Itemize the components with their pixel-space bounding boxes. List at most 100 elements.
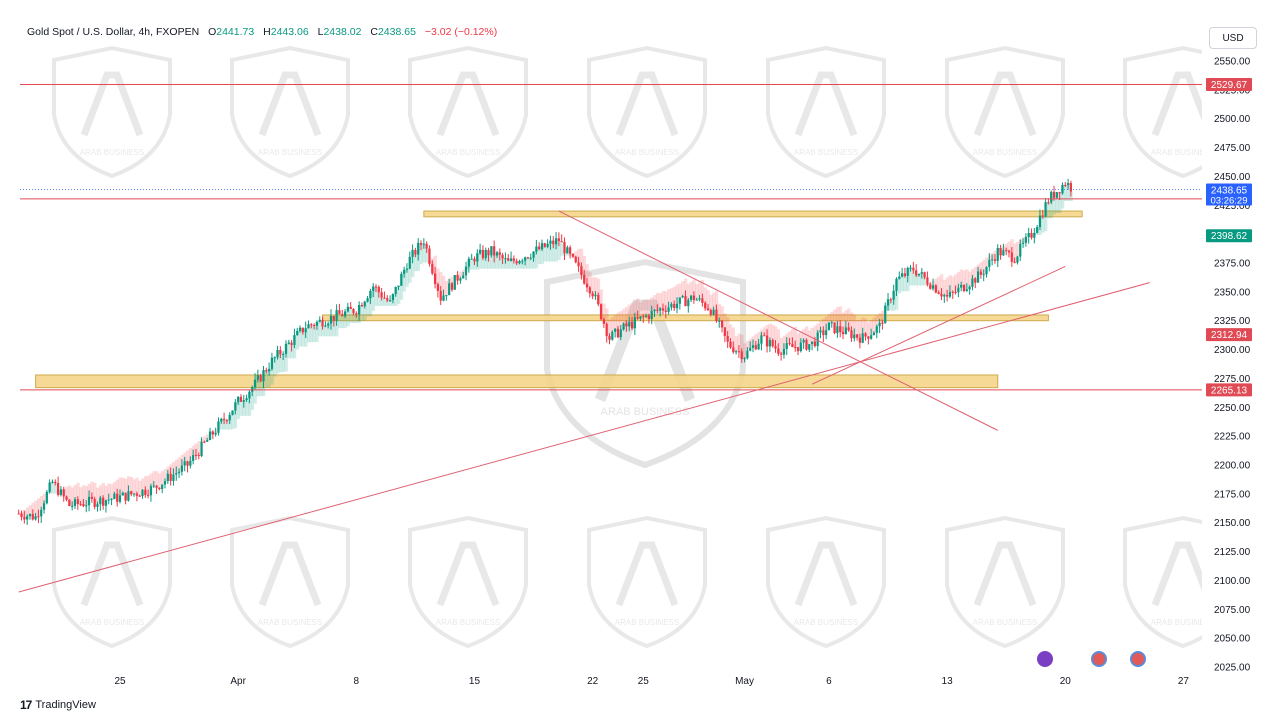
price-tick-label: 2300.00 xyxy=(1214,345,1251,356)
chart-area xyxy=(20,20,1202,676)
watermark-shield-icon: ARAB BUSINESS xyxy=(587,515,707,649)
candle xyxy=(1013,257,1016,264)
price-tick-label: 2350.00 xyxy=(1214,287,1251,298)
indicator-cloud xyxy=(512,260,516,269)
candle xyxy=(774,340,777,353)
indicator-cloud xyxy=(937,276,941,294)
indicator-cloud xyxy=(605,308,609,337)
candle xyxy=(321,316,324,330)
candle xyxy=(695,297,698,301)
candle xyxy=(782,343,786,359)
candle xyxy=(557,232,560,247)
indicator-cloud xyxy=(712,292,716,310)
indicator-cloud xyxy=(968,271,972,287)
lightning-icon[interactable] xyxy=(1037,651,1053,667)
indicator-cloud xyxy=(979,262,983,275)
indicator-cloud xyxy=(377,292,381,306)
indicator-cloud xyxy=(692,279,696,301)
time-tick-label: 20 xyxy=(1060,676,1072,687)
candle xyxy=(99,495,102,511)
indicator-cloud xyxy=(459,271,463,279)
candle xyxy=(388,295,392,302)
indicator-cloud xyxy=(374,286,378,306)
indicator-cloud xyxy=(419,244,423,265)
indicator-cloud xyxy=(534,246,539,269)
candle xyxy=(709,308,712,317)
indicator-cloud xyxy=(321,326,325,337)
candle xyxy=(310,323,313,329)
candle xyxy=(917,273,921,277)
us-flag-icon[interactable] xyxy=(1091,651,1107,667)
indicator-cloud xyxy=(917,273,921,286)
candle xyxy=(372,282,375,298)
indicator-cloud xyxy=(318,319,322,337)
us-flag-icon[interactable] xyxy=(1130,651,1146,667)
time-tick-label: 25 xyxy=(638,676,650,687)
candle xyxy=(90,492,93,503)
brand-name[interactable]: TradingView xyxy=(35,699,96,711)
candle xyxy=(450,282,454,292)
indicator-cloud xyxy=(259,381,263,397)
candle xyxy=(912,261,915,274)
price-tick-label: 2375.00 xyxy=(1214,259,1251,270)
symbol-title[interactable]: Gold Spot / U.S. Dollar, 4h, FXOPEN xyxy=(27,26,200,38)
candle xyxy=(881,319,884,330)
candle xyxy=(569,245,572,259)
indicator-cloud xyxy=(73,485,77,500)
candle xyxy=(616,325,620,339)
candle xyxy=(535,239,538,255)
indicator-cloud xyxy=(157,473,162,490)
candle xyxy=(45,489,48,505)
open-label: O xyxy=(208,26,217,38)
indicator-cloud xyxy=(698,281,702,299)
tradingview-logo-icon[interactable]: 17 xyxy=(20,698,32,712)
indicator-cloud xyxy=(138,480,142,497)
indicator-cloud xyxy=(281,353,285,373)
candle xyxy=(754,340,757,351)
candle xyxy=(200,437,203,458)
candle xyxy=(670,302,673,311)
candle xyxy=(57,476,60,497)
candle xyxy=(113,491,116,500)
currency-button[interactable]: USD xyxy=(1209,27,1257,49)
indicator-cloud xyxy=(84,486,89,506)
candle xyxy=(445,295,448,301)
indicator-cloud xyxy=(112,481,117,494)
indicator-cloud xyxy=(309,324,314,343)
candle xyxy=(543,242,546,248)
candle xyxy=(518,259,521,265)
candle xyxy=(231,410,234,416)
candle xyxy=(110,498,113,506)
level-price-tag: 2265.13 xyxy=(1211,385,1248,396)
indicator-cloud xyxy=(338,314,342,329)
candle xyxy=(51,479,54,484)
indicator-cloud xyxy=(622,308,626,324)
indicator-cloud xyxy=(273,357,277,377)
indicator-cloud xyxy=(588,272,592,294)
indicator-cloud xyxy=(267,368,271,388)
candle xyxy=(853,328,856,342)
candle xyxy=(858,333,862,349)
candle xyxy=(1069,180,1073,197)
indicator-cloud xyxy=(65,486,69,500)
candle xyxy=(172,468,175,486)
candle xyxy=(867,336,870,345)
time-tick-label: 8 xyxy=(354,676,360,687)
candle xyxy=(107,493,110,505)
indicator-cloud xyxy=(28,505,32,514)
indicator-cloud xyxy=(146,475,150,496)
time-tick-label: 15 xyxy=(469,676,481,687)
candle xyxy=(946,289,949,302)
indicator-cloud xyxy=(610,317,615,332)
candle xyxy=(296,327,299,336)
indicator-cloud xyxy=(79,487,83,505)
indicator-cloud xyxy=(889,299,893,311)
indicator-cloud xyxy=(956,271,961,288)
time-tick-label: 25 xyxy=(114,676,126,687)
indicator-cloud xyxy=(177,457,181,472)
candle xyxy=(659,307,662,317)
indicator-cloud xyxy=(295,330,300,350)
candle xyxy=(678,297,681,310)
indicator-cloud xyxy=(951,276,955,293)
